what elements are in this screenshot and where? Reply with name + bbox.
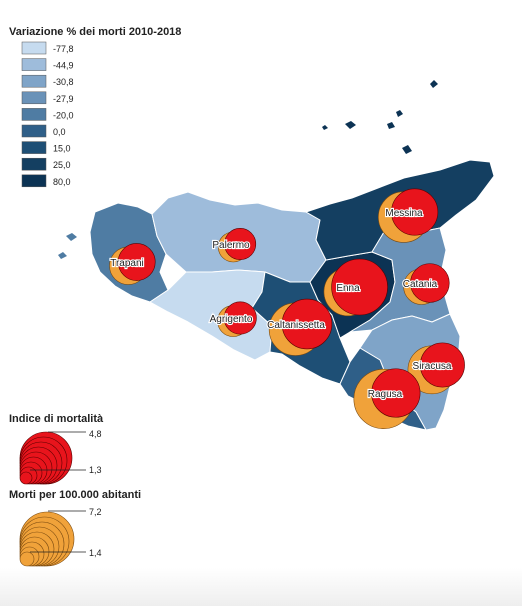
symbol-ragusa: Ragusa [353,368,421,429]
aeolian-island [345,121,356,129]
legend-swatch [21,108,47,121]
legend-label: 25,0 [53,160,71,170]
legend-swatch [21,74,47,88]
legend-label: 0,0 [53,127,66,137]
symbol-caltanissetta: Caltanissetta [266,298,333,356]
province-label: Messina [385,208,423,219]
islands [58,80,438,259]
deaths-legend-min: 1,4 [89,548,102,558]
symbol-catania: Catania [402,263,450,305]
mortality-legend-title: Indice di mortalità [9,413,104,425]
deaths-legend-max: 7,2 [89,507,102,517]
province-label: Siracusa [413,361,452,372]
province-label: Caltanissetta [267,320,325,331]
aeolian-island [322,125,328,130]
aeolian-island [430,80,438,88]
mortality-circle [223,301,257,335]
legend-label: -77,8 [53,44,74,54]
legend-label: 15,0 [53,144,71,154]
province-label: Trapani [110,258,144,269]
mortality-legend: Indice di mortalità 4,8 1,3 [9,413,104,485]
legend-swatch [21,41,47,55]
province-label: Enna [336,283,360,294]
symbol-enna: Enna [323,258,388,317]
legend-swatch [21,157,47,171]
legend-swatch [21,58,47,71]
mortality-circle [331,258,388,316]
legend-label: -30,8 [53,77,74,87]
aeolian-island [402,145,412,154]
legend-circle [19,471,33,485]
mortality-legend-max: 4,8 [89,429,102,439]
province-label: Catania [403,279,438,290]
province-label: Palermo [212,240,250,251]
choropleth-legend-title: Variazione % dei morti 2010-2018 [9,26,181,38]
deaths-legend-title: Morti per 100.000 abitanti [9,489,141,501]
legend-label: 80,0 [53,177,71,187]
deaths-legend: Morti per 100.000 abitanti 7,2 1,4 [9,489,141,567]
legend-swatch [21,91,47,105]
symbol-palermo: Palermo [211,228,257,263]
legend-label: -20,0 [53,110,74,120]
province-symbols: Trapani Palermo Agrigento Caltanissetta Enna… [109,188,465,429]
aeolian-island [396,110,403,117]
symbol-agrigento: Agrigento [208,301,257,337]
legend-circle [19,551,35,567]
aeolian-island [387,122,395,129]
mortality-circle [224,228,257,260]
legend-label: -27,9 [53,94,74,104]
mortality-circle [117,243,156,281]
symbol-siracusa: Siracusa [407,342,465,395]
mortality-circle [419,342,465,388]
mortality-circle [281,298,333,350]
bottom-band [0,568,522,606]
aegadian-island [66,233,77,241]
legend-swatch [21,174,47,188]
legend-swatch [21,124,47,138]
mortality-circle [371,368,421,418]
mortality-circle [391,188,439,236]
choropleth-legend: Variazione % dei morti 2010-2018 -77,8 -4… [9,26,181,188]
mortality-circle [410,263,450,303]
symbol-messina: Messina [378,188,439,243]
aegadian-island [58,252,67,259]
legend-label: -44,9 [53,61,74,71]
legend-swatch [21,141,47,154]
mortality-legend-min: 1,3 [89,465,102,475]
province-label: Agrigento [210,314,253,325]
province-label: Ragusa [368,389,403,400]
symbol-trapani: Trapani [109,243,156,285]
